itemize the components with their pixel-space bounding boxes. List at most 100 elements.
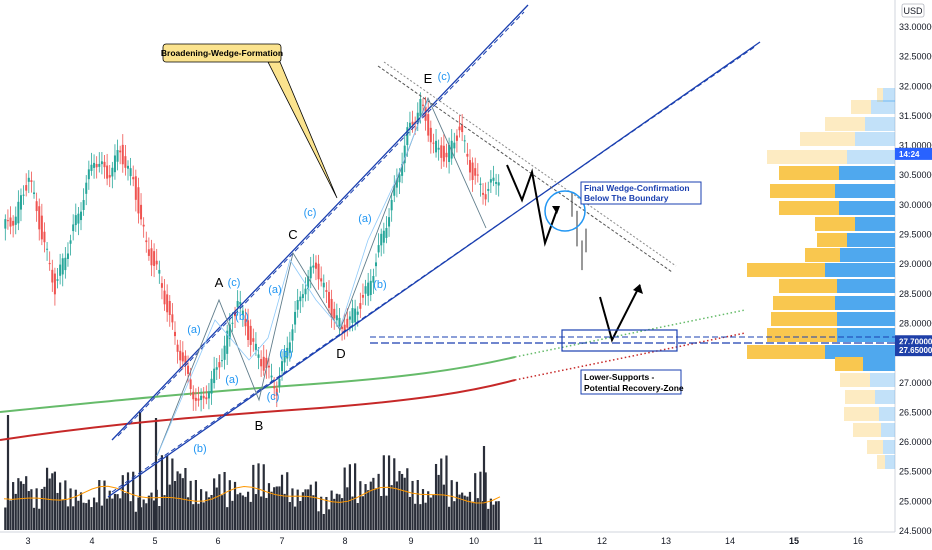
candle-body (179, 351, 181, 361)
volume-bar (440, 458, 442, 530)
candle-body (190, 379, 192, 389)
profile-bar-blue (870, 373, 895, 387)
volume-bar (458, 495, 460, 530)
profile-bar-blue (847, 150, 895, 164)
volume-bar (409, 497, 411, 530)
candle-body (273, 386, 275, 388)
volume-bar (354, 463, 356, 530)
candle-body (88, 169, 90, 179)
volume-bar (106, 499, 108, 530)
volume-bar (260, 497, 262, 530)
subwave-c-2: (c) (267, 391, 280, 403)
candle-body (150, 248, 152, 265)
volume-bar (341, 498, 343, 530)
candle-body (83, 200, 85, 210)
volume-bar (114, 494, 116, 530)
volume-bar (438, 475, 440, 530)
profile-bar-blue (865, 117, 895, 131)
volume-bar (370, 482, 372, 530)
candle-body (385, 228, 387, 238)
volume-bar (163, 495, 165, 530)
currency-label[interactable]: USD (903, 6, 923, 16)
candle-body (174, 332, 176, 336)
volume-bar (153, 500, 155, 530)
candle-body (166, 294, 168, 312)
candle-body (41, 216, 43, 240)
candle-body (464, 140, 466, 141)
volume-bar (4, 508, 6, 531)
subwave-c-4: (c) (438, 71, 451, 83)
volume-bar (404, 478, 406, 530)
confirmation-callout: Final Wedge-Confirmation Below The Bound… (581, 182, 701, 204)
profile-bar-yellow (851, 100, 871, 114)
candle-body (469, 160, 471, 172)
candle-body (140, 205, 142, 220)
volume-bar (69, 488, 71, 530)
profile-bar-yellow (767, 150, 847, 164)
volume-bar (190, 481, 192, 530)
candle-body (135, 176, 137, 200)
volume-bar (398, 471, 400, 530)
candle-body (294, 312, 296, 325)
volume-bar (422, 489, 424, 530)
price-tick-label: 32.50000 (899, 52, 932, 62)
volume-bar (49, 479, 51, 530)
volume-bar (145, 503, 147, 530)
volume-bar (213, 478, 215, 530)
profile-bar-blue (871, 100, 895, 114)
candle-body (487, 189, 489, 191)
candle-body (145, 240, 147, 242)
volume-bar (12, 482, 14, 530)
candle-body (7, 220, 9, 221)
candle-body (216, 367, 218, 370)
profile-bar-blue (883, 88, 895, 102)
candle-body (278, 379, 280, 386)
candle-body (75, 215, 77, 225)
volume-bar (30, 489, 32, 530)
candle-body (472, 163, 474, 180)
candle-body (153, 251, 155, 266)
subwave-a-4: (a) (358, 213, 371, 225)
candle-body (492, 178, 494, 181)
candle-body (495, 182, 497, 184)
candle-body (357, 312, 359, 315)
volume-bar (7, 415, 9, 530)
volume-bar (310, 485, 312, 530)
subwave-b-4: (b) (373, 279, 386, 291)
volume-bar (83, 503, 85, 530)
candle-body (346, 319, 348, 328)
volume-bar (333, 499, 335, 530)
time-tick-label: 13 (661, 536, 671, 546)
candle-body (28, 178, 30, 182)
volume-bar (270, 492, 272, 530)
volume-bar (77, 501, 79, 530)
time-tick-label: 16 (853, 536, 863, 546)
candle-body (4, 219, 6, 228)
volume-bar (195, 480, 197, 530)
candle-body (391, 200, 393, 210)
candle-body (315, 263, 317, 269)
volume-bar (495, 501, 497, 530)
volume-bar (425, 503, 427, 530)
volume-bar (414, 504, 416, 530)
volume-bar (417, 480, 419, 530)
volume-bar (284, 494, 286, 530)
price-tick-label: 30.50000 (899, 170, 932, 180)
volume-bar (90, 507, 92, 530)
volume-bar (406, 468, 408, 530)
candle-body (101, 161, 103, 164)
candle-body (158, 270, 160, 274)
candle-body (333, 309, 335, 319)
profile-bar-yellow (877, 88, 883, 102)
support-callout: Lower-Supports - Potential Recovery-Zone (581, 370, 684, 394)
candle-body (383, 231, 385, 243)
volume-bar (244, 497, 246, 530)
candle-body (224, 346, 226, 360)
candle-body (51, 270, 53, 283)
volume-bar (479, 472, 481, 530)
candle-body (43, 232, 45, 242)
volume-bar (445, 455, 447, 530)
candle-body (72, 224, 74, 231)
volume-bar (174, 481, 176, 530)
candle-body (192, 392, 194, 399)
